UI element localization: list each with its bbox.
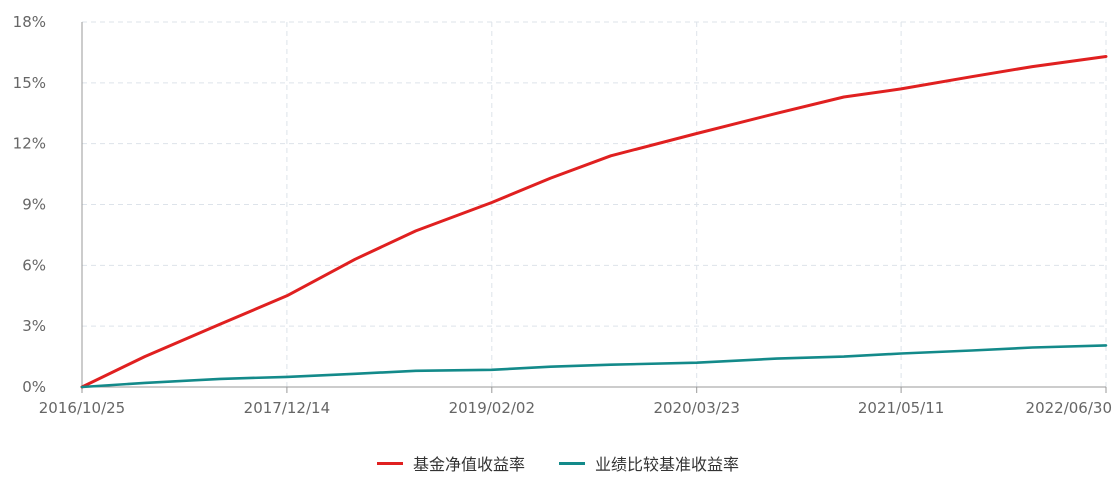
x-tick-label: 2022/06/30 (1026, 399, 1112, 417)
x-tick-label: 2019/02/02 (449, 399, 535, 417)
line-chart: 0% 3% 6% 9% 12% 15% 18% 2016/10/25 2017/12/14 201… (13, 13, 1112, 417)
series-line-1 (80, 55, 1108, 389)
grid (82, 21, 1107, 387)
y-tick-label: 0% (22, 378, 46, 396)
legend-label-fund-nav-return: 基金净值收益率 (412, 455, 525, 474)
x-tick-label: 2017/12/14 (244, 399, 330, 417)
legend-swatch-red (376, 461, 403, 465)
tick-labels: 0% 3% 6% 9% 12% 15% 18% 2016/10/25 2017/12/14 201… (13, 13, 1112, 417)
legend-swatch-teal (559, 461, 585, 465)
series-line-2 (80, 344, 1108, 389)
legend-item-benchmark-return[interactable]: 业绩比较基准收益率 (559, 451, 739, 475)
legend-label-benchmark-return: 业绩比较基准收益率 (595, 455, 740, 474)
x-tick-label: 2020/03/23 (653, 399, 739, 417)
series-lines (80, 55, 1108, 389)
y-tick-label: 15% (13, 74, 46, 92)
legend-item-fund-nav-return[interactable]: 基金净值收益率 (376, 451, 525, 475)
y-tick-label: 18% (13, 13, 46, 31)
axes (81, 22, 1107, 393)
y-tick-label: 6% (22, 256, 46, 274)
y-tick-label: 9% (22, 196, 46, 214)
y-tick-label: 12% (13, 135, 46, 153)
x-tick-label: 2021/05/11 (858, 399, 944, 417)
x-tick-label: 2016/10/25 (39, 399, 125, 417)
y-tick-label: 3% (22, 317, 46, 335)
legend: 基金净值收益率 业绩比较基准收益率 (0, 451, 1116, 475)
